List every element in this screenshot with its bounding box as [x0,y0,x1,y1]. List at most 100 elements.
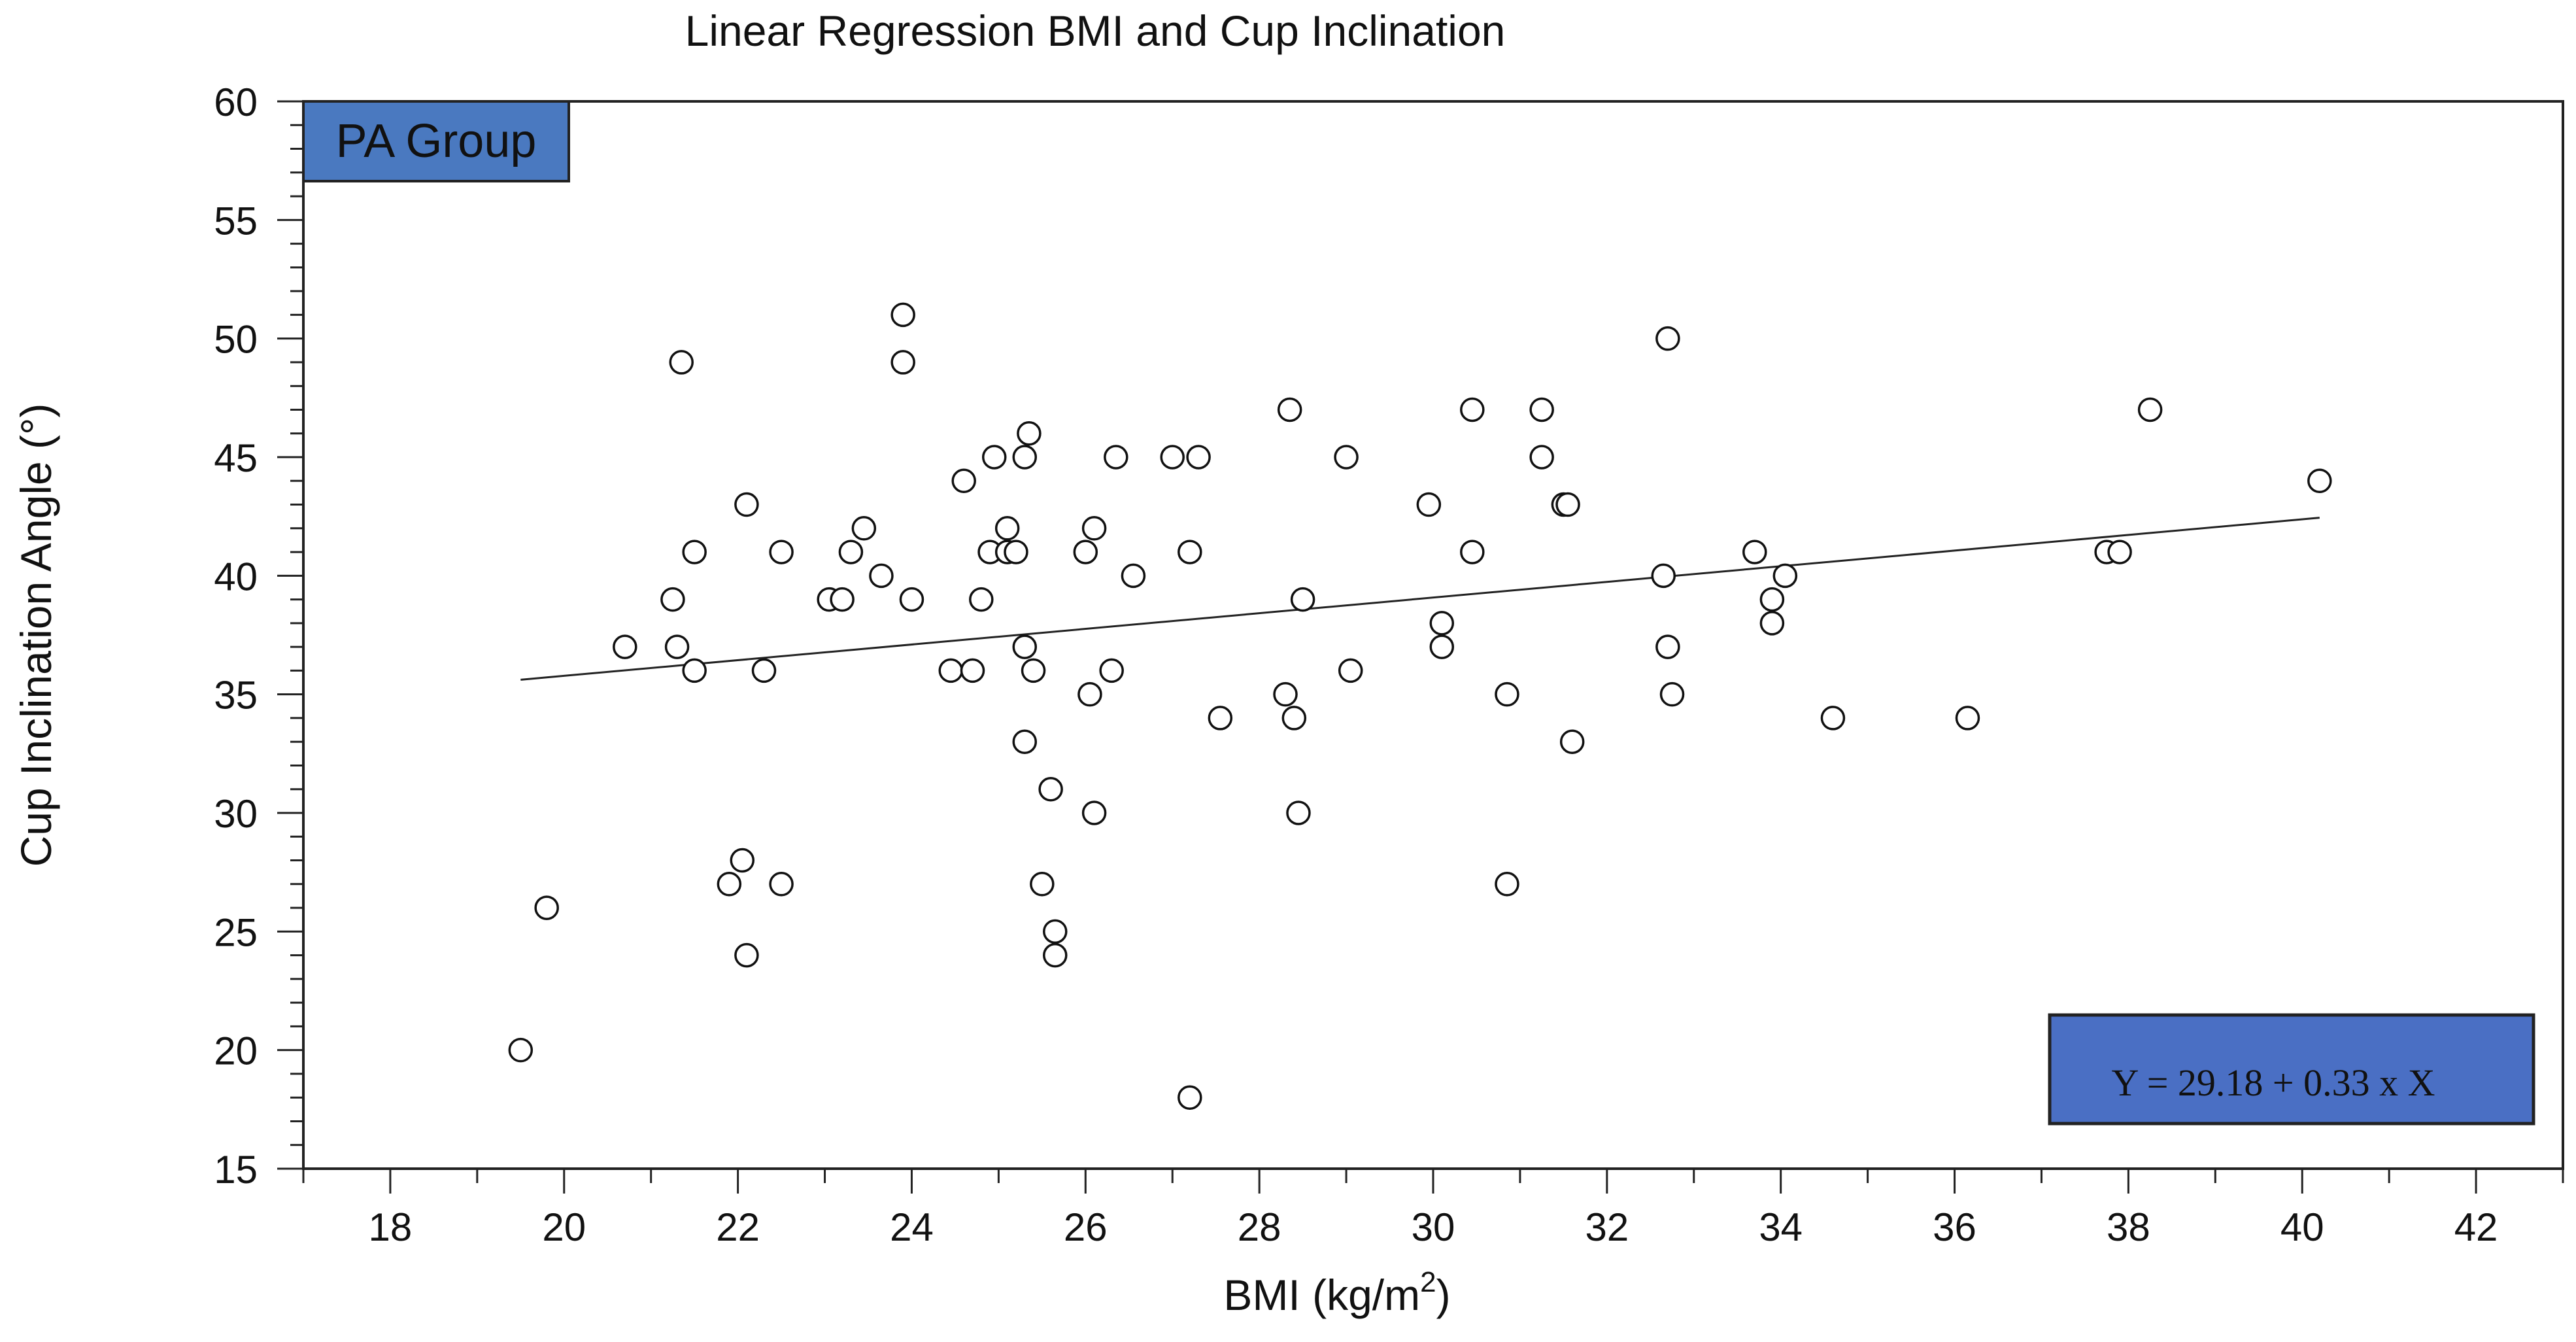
x-tick-label: 24 [890,1205,934,1249]
data-point [769,872,794,897]
data-point [960,658,985,683]
y-tick-label: 30 [214,792,258,836]
data-point [1043,942,1068,968]
data-point [1186,445,1211,470]
y-tick-label: 15 [214,1148,258,1192]
y-tick-label: 20 [214,1029,258,1073]
data-point [2107,540,2132,564]
data-point [2307,468,2332,494]
data-point [1178,1085,1202,1110]
data-point [1460,397,1485,422]
x-tick-label: 40 [2280,1205,2324,1249]
data-point [1759,587,1785,612]
data-point [1772,563,1798,589]
data-point [1281,706,1307,731]
regression-line [520,517,2320,681]
y-axis-label: Cup Inclination Angle (°) [12,404,60,867]
plot-frame [302,100,2564,1170]
x-tick-label: 18 [369,1205,413,1249]
data-point [1290,587,1315,612]
data-point [1651,563,1676,589]
data-point [890,302,915,328]
data-point [1012,445,1038,470]
data-point [1559,729,1585,754]
data-point [1012,634,1038,659]
data-point [613,634,637,659]
x-axis: 18 20 22 24 26 28 30 32 34 36 38 40 42 [302,1169,2564,1249]
data-point [717,872,742,897]
data-point [1495,681,1519,707]
data-point [1955,706,1980,731]
x-axis-label-end: ) [1436,1271,1451,1319]
equation-box: Y = 29.18 + 0.33 x X [2048,1013,2535,1126]
x-axis-label-superscript: 2 [1420,1266,1436,1298]
data-point [1038,776,1063,802]
y-tick-label: 25 [214,910,258,954]
data-point [1529,445,1554,470]
data-point [1273,681,1298,707]
data-point [1081,800,1107,825]
data-point [1277,397,1302,422]
data-point [1208,706,1233,731]
data-point [730,848,755,873]
x-tick-label: 22 [716,1205,760,1249]
data-point [838,540,864,564]
y-tick-label: 55 [214,199,258,243]
data-point [734,942,759,968]
data-point [1820,706,1846,731]
data-point [682,540,707,564]
x-tick-label: 36 [1933,1205,1976,1249]
y-axis: 15 20 25 30 35 40 45 50 55 60 [214,80,303,1192]
data-point [1030,872,1055,897]
group-label-box: PA Group [302,100,570,182]
data-point [1655,634,1680,659]
data-point [1073,540,1098,564]
x-axis-label-main: BMI (kg/m [1223,1271,1420,1319]
data-point [1742,540,1767,564]
data-point [1555,492,1580,517]
data-point [1021,658,1046,683]
data-point [1460,540,1485,564]
data-point [1429,634,1455,659]
data-point [751,658,777,683]
data-point [682,658,707,683]
data-point [869,563,894,589]
data-point [1099,658,1124,683]
data-point [1655,326,1680,351]
x-tick-label: 32 [1585,1205,1629,1249]
data-point [769,540,794,564]
data-point [951,468,976,494]
data-point [1416,492,1442,517]
data-point [1334,445,1359,470]
y-tick-label: 50 [214,318,258,362]
data-point [664,634,690,659]
x-tick-label: 34 [1759,1205,1803,1249]
data-point [734,492,759,517]
data-point [1338,658,1363,683]
regression-equation: Y = 29.18 + 0.33 x X [2111,1061,2435,1104]
data-point [830,587,855,612]
x-tick-label: 30 [1412,1205,1455,1249]
data-points [508,302,2332,1110]
data-point [2137,397,2163,422]
data-point [1529,397,1554,422]
data-point [969,587,994,612]
y-tick-label: 45 [214,436,258,480]
data-point [1017,421,1042,446]
data-point [534,895,559,920]
data-point [1495,872,1519,897]
data-point [1012,729,1038,754]
data-point [1104,445,1128,470]
y-tick-label: 35 [214,674,258,717]
y-tick-label: 40 [214,555,258,598]
data-point [890,350,915,375]
data-point [660,587,685,612]
data-point [994,516,1020,541]
data-point [1659,681,1685,707]
data-point [508,1037,534,1063]
data-point [1077,681,1102,707]
x-tick-label: 26 [1064,1205,1108,1249]
data-point [1004,540,1028,564]
x-tick-label: 42 [2454,1205,2498,1249]
